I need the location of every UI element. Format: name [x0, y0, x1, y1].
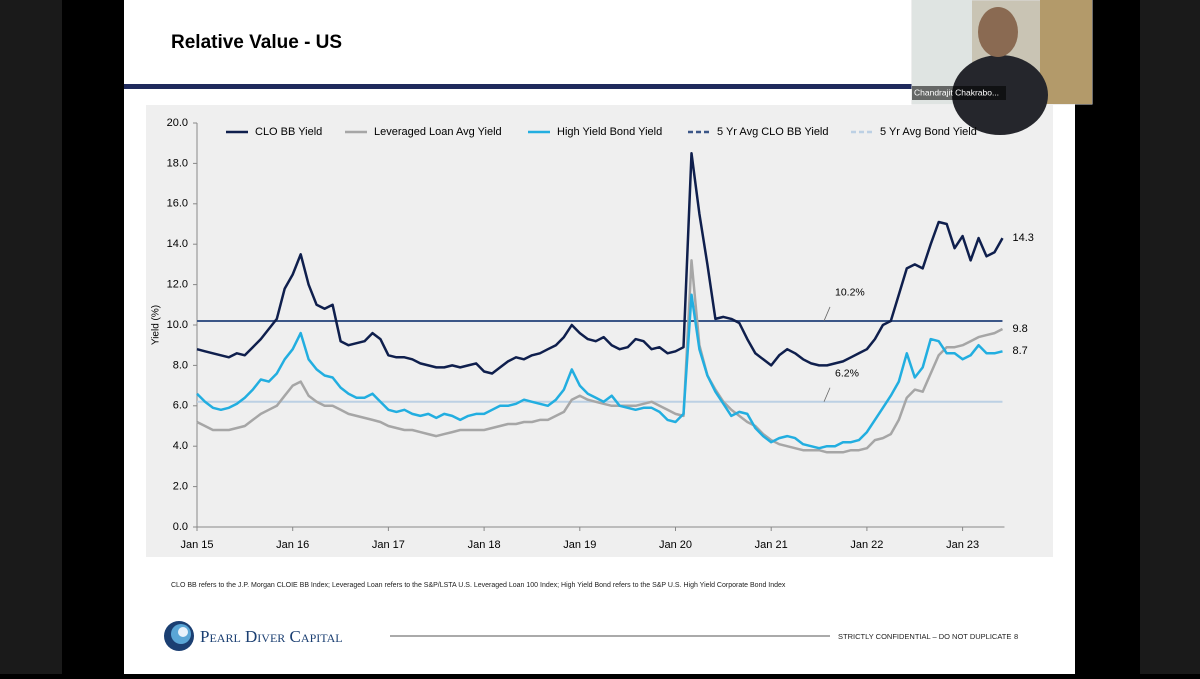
x-tick-label: Jan 22: [850, 539, 883, 551]
series-line: [196, 152, 1004, 375]
y-tick-label: 4.0: [173, 440, 188, 452]
left-edge: [0, 0, 62, 674]
x-tick-label: Jan 16: [276, 539, 309, 551]
reference-label: 6.2%: [835, 368, 859, 380]
series-line: [196, 259, 1004, 454]
video-name-bg: [912, 86, 1006, 100]
logo-text: Pearl Diver Capital: [200, 627, 343, 646]
x-tick-label: Jan 19: [563, 539, 596, 551]
series-line: [196, 293, 1003, 450]
video-tile: Chandrajit Chakrabo...: [911, 0, 1093, 135]
reference-label: 10.2%: [835, 287, 865, 299]
video-person-head: [978, 7, 1018, 57]
end-label: 14.3: [1012, 232, 1033, 244]
x-tick-label: Jan 18: [468, 539, 501, 551]
x-tick-label: Jan 15: [180, 539, 213, 551]
title-rule: [124, 84, 1075, 89]
legend-label: 5 Yr Avg CLO BB Yield: [717, 126, 829, 138]
y-tick-label: 12.0: [167, 279, 188, 291]
end-label: 8.7: [1012, 345, 1027, 357]
chart-panel: [146, 105, 1053, 557]
end-label: 9.8: [1012, 323, 1027, 335]
x-tick-label: Jan 17: [372, 539, 405, 551]
y-tick-label: 2.0: [173, 481, 188, 493]
reference-leader: [823, 306, 831, 322]
legend-label: 5 Yr Avg Bond Yield: [880, 126, 977, 138]
y-axis-title: Yield (%): [151, 305, 162, 345]
x-tick-label: Jan 21: [755, 539, 788, 551]
legend-label: High Yield Bond Yield: [557, 126, 662, 138]
footnote: CLO BB refers to the J.P. Morgan CLOIE B…: [171, 582, 786, 589]
legend-label: CLO BB Yield: [255, 126, 322, 138]
x-tick-label: Jan 20: [659, 539, 692, 551]
legend-label: Leveraged Loan Avg Yield: [374, 126, 502, 138]
video-wall: [1040, 0, 1092, 104]
right-edge: [1140, 0, 1200, 674]
participant-name: Chandrajit Chakrabo...: [914, 87, 999, 97]
reference-leader: [823, 387, 831, 402]
page-number: 8: [1014, 632, 1018, 641]
y-tick-label: 6.0: [173, 400, 188, 412]
slide-title: Relative Value - US: [171, 32, 342, 53]
y-tick-label: 18.0: [167, 157, 188, 169]
y-tick-label: 8.0: [173, 359, 188, 371]
plot: 0.0 2.0 4.0 6.0 8.0 10.0 12.0 14.0 16.0 18.0 20.0 J…: [167, 117, 1034, 551]
confidential-note: STRICTLY CONFIDENTIAL – DO NOT DUPLICATE: [838, 632, 1011, 641]
y-tick-label: 20.0: [167, 117, 188, 129]
y-tick-label: 10.0: [167, 319, 188, 331]
y-tick-label: 14.0: [167, 238, 188, 250]
y-tick-label: 0.0: [173, 521, 188, 533]
logo-mark-center: [178, 627, 188, 637]
y-tick-label: 16.0: [167, 198, 188, 210]
x-tick-label: Jan 23: [946, 539, 979, 551]
